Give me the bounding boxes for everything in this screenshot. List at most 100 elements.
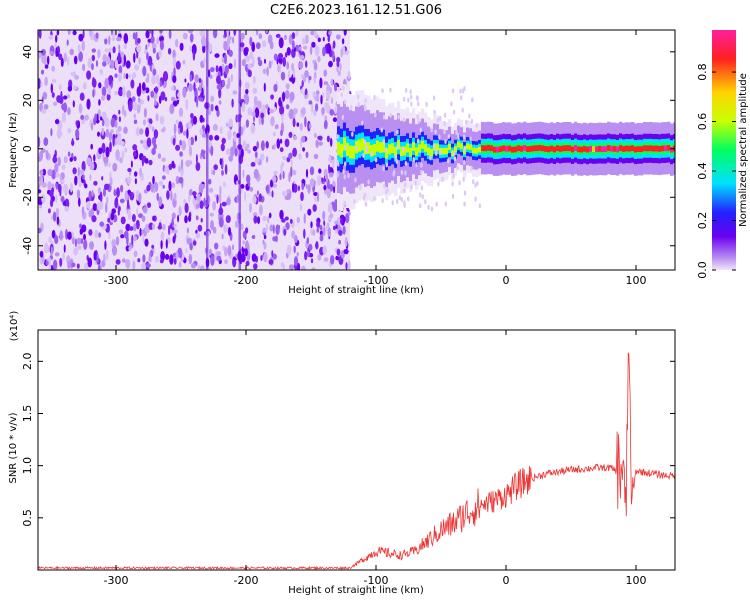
spectrogram-noise-cell <box>88 229 93 236</box>
spectrogram-noise-cell <box>63 183 69 194</box>
spectrogram-noise-cell <box>291 32 296 40</box>
spectrogram-noise-cell <box>298 185 300 192</box>
spectrogram-speckle <box>343 200 346 206</box>
spectrogram-noise-cell <box>132 144 138 151</box>
spectrogram-band-cell <box>550 145 554 152</box>
spectrogram-noise-cell <box>129 191 135 201</box>
spectrogram-noise-cell <box>89 30 92 37</box>
spectrogram-noise-cell <box>253 115 255 123</box>
spectrogram-band-cell <box>508 145 512 152</box>
spectrogram-band-cell <box>454 146 458 153</box>
spectrogram-noise-cell <box>159 80 163 87</box>
spectrogram-noise-cell <box>195 215 199 221</box>
spectrogram-noise-cell <box>172 137 176 146</box>
spectrogram-band-cell <box>664 145 668 152</box>
spectrogram-band-cell <box>520 145 524 152</box>
spectrogram-noise-cell <box>216 255 222 262</box>
spectrogram-noise-cell <box>132 32 136 40</box>
spectrogram-noise-cell <box>97 49 101 59</box>
spectrogram-noise-cell <box>336 66 339 73</box>
snr-y-tick-label: 0.5 <box>21 509 34 527</box>
spectrogram-noise-cell <box>273 84 278 92</box>
spectrogram-y-tick-label: -40 <box>21 237 34 255</box>
spectrogram-noise-cell <box>304 251 308 261</box>
spectrogram-band-cell <box>547 146 551 153</box>
snr-x-tick-label: -200 <box>234 574 259 587</box>
spectrogram-speckle <box>433 143 436 149</box>
spectrogram-band-cell <box>661 145 665 152</box>
spectrogram-noise-cell <box>148 251 151 262</box>
spectrogram-noise-cell <box>133 119 138 125</box>
spectrogram-noise-cell <box>151 75 157 85</box>
spectrogram-noise-cell <box>152 68 157 76</box>
spectrogram-noise-cell <box>282 56 286 67</box>
spectrogram-band-cell <box>448 143 452 150</box>
spectrogram-noise-cell <box>112 136 115 147</box>
spectrogram-noise-cell <box>38 227 42 234</box>
spectrogram-noise-cell <box>209 74 213 79</box>
spectrogram-noise-cell <box>123 126 128 134</box>
spectrogram-noise-cell <box>305 168 309 178</box>
spectrogram-band-cell <box>412 142 416 151</box>
spectrogram-noise-cell <box>265 141 269 149</box>
spectrogram-speckle <box>465 119 468 125</box>
spectrogram-noise-cell <box>283 228 287 236</box>
spectrogram-noise-cell <box>131 96 136 102</box>
spectrogram-noise-cell <box>228 49 233 57</box>
spectrogram-speckle <box>412 157 415 162</box>
spectrogram-noise-cell <box>199 200 204 210</box>
spectrogram-noise-cell <box>83 239 88 250</box>
spectrogram-noise-cell <box>156 74 160 85</box>
spectrogram-speckle <box>474 196 477 202</box>
spectrogram-noise-cell <box>123 110 127 118</box>
spectrogram-noise-cell <box>261 40 267 48</box>
spectrogram-noise-cell <box>75 120 79 127</box>
spectrogram-band-cell <box>598 145 602 152</box>
spectrogram-noise-cell <box>64 206 69 212</box>
spectrogram-noise-cell <box>343 30 347 36</box>
spectrogram-noise-cell <box>74 238 78 247</box>
spectrogram-noise-cell <box>51 92 55 98</box>
spectrogram-speckle <box>344 145 347 150</box>
spectrogram-noise-cell <box>345 262 348 270</box>
spectrogram-band-cell <box>640 146 644 152</box>
spectrogram-noise-cell <box>307 250 310 258</box>
spectrogram-noise-cell <box>133 235 137 242</box>
spectrogram-noise-cell <box>224 259 228 265</box>
spectrogram-noise-cell <box>99 68 104 75</box>
spectrogram-noise-cell <box>117 52 121 62</box>
spectrogram-noise-cell <box>142 206 147 213</box>
spectrogram-noise-cell <box>109 177 113 187</box>
spectrogram-noise-cell <box>138 213 143 219</box>
spectrogram-noise-cell <box>151 223 156 230</box>
spectrogram-speckle <box>429 155 432 161</box>
spectrogram-noise-cell <box>225 148 231 156</box>
spectrogram-noise-cell <box>124 230 129 239</box>
spectrogram-noise-cell <box>103 187 106 197</box>
spectrogram-speckle <box>458 180 461 186</box>
spectrogram-noise-cell <box>244 248 248 257</box>
spectrogram-noise-cell <box>227 245 232 257</box>
spectrogram-noise-cell <box>344 236 348 247</box>
spectrogram-noise-cell <box>269 224 274 232</box>
spectrogram-noise-cell <box>120 234 125 239</box>
spectrogram-band-cell <box>565 145 569 151</box>
spectrogram-noise-cell <box>39 250 44 258</box>
spectrogram-speckle <box>381 198 384 204</box>
spectrogram-noise-cell <box>298 46 302 51</box>
spectrogram-noise-cell <box>110 59 115 69</box>
spectrogram-noise-cell <box>56 30 60 36</box>
spectrogram-noise-cell <box>181 140 187 151</box>
spectrogram-noise-cell <box>273 143 276 150</box>
spectrogram-noise-cell <box>281 161 285 168</box>
spectrogram-noise-cell <box>162 126 166 132</box>
spectrogram-noise-cell <box>153 129 159 139</box>
spectrogram-y-ticks: -40 -20 0 20 40 <box>21 45 675 255</box>
spectrogram-noise-cell <box>175 60 181 70</box>
spectrogram-noise-cell <box>89 174 92 181</box>
spectrogram-noise-cell <box>133 113 136 119</box>
spectrogram-noise-cell <box>302 76 307 83</box>
spectrogram-noise-cell <box>62 252 65 262</box>
spectrogram-noise-cell <box>158 49 162 58</box>
spectrogram-speckle <box>363 192 367 198</box>
